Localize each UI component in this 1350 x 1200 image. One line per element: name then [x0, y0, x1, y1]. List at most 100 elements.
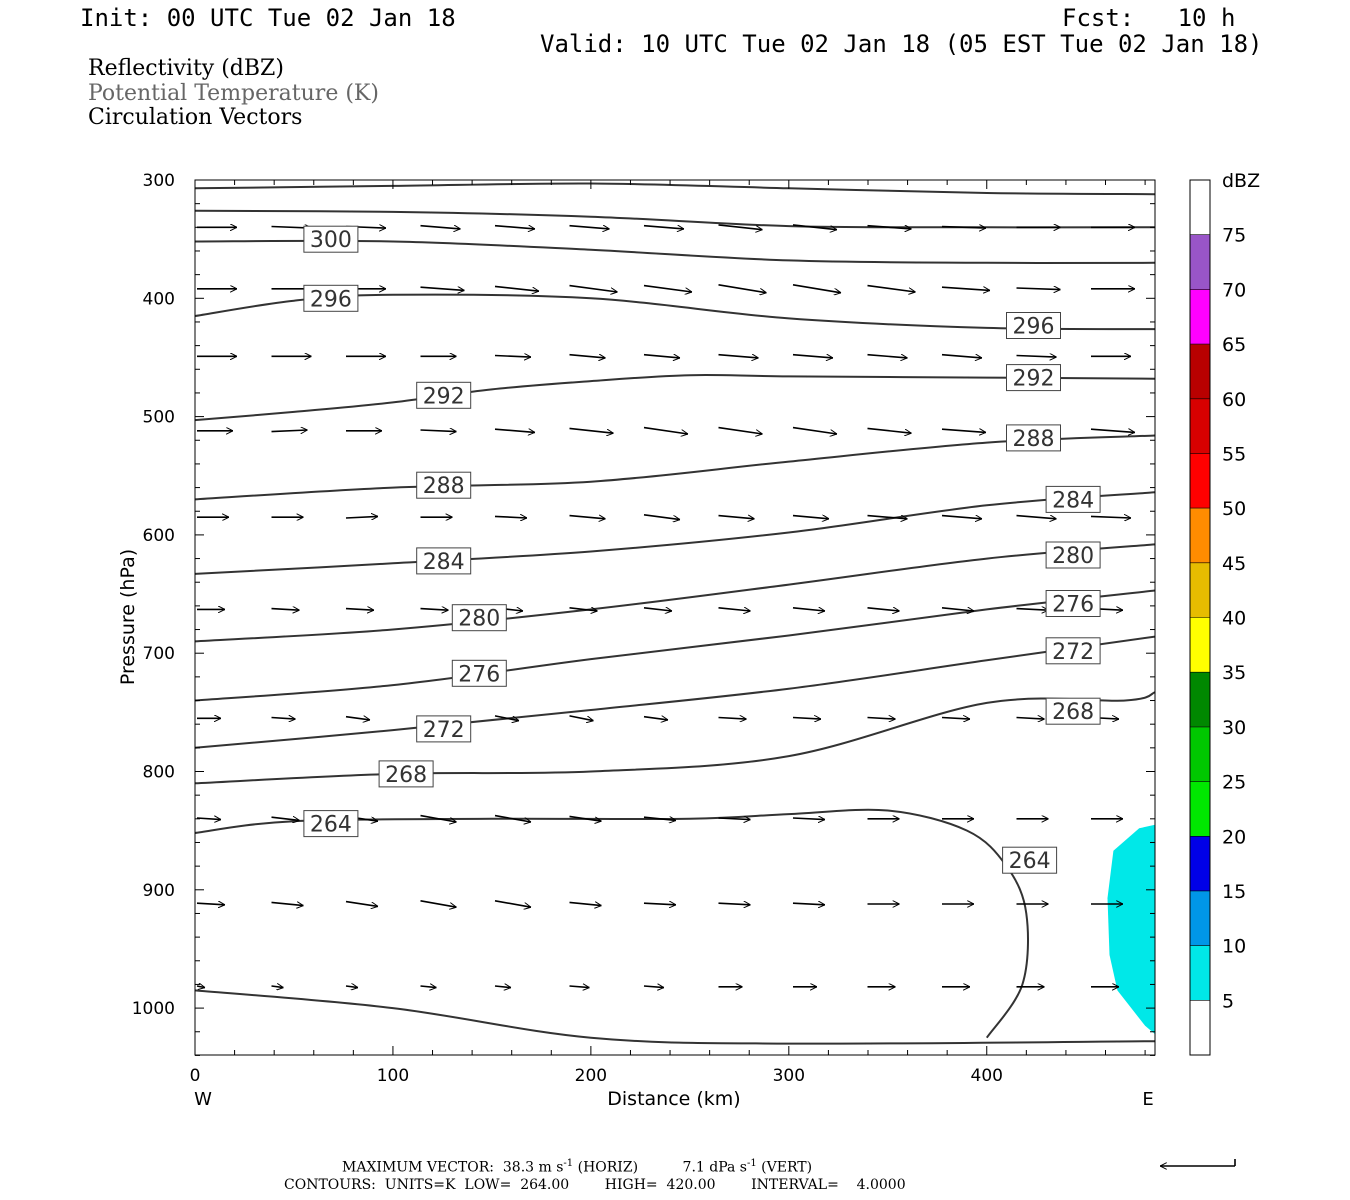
circulation-vector	[345, 986, 358, 988]
contour-label-292: 292	[416, 381, 472, 409]
circulation-vector	[420, 814, 457, 822]
circulation-vector	[271, 609, 300, 611]
circulation-vector	[643, 226, 684, 229]
colorbar-segment-25	[1190, 726, 1210, 782]
contour-label-text: 292	[423, 384, 465, 409]
circulation-vector	[867, 516, 908, 519]
theta-contour-300	[195, 239, 1155, 264]
theta-contour-288	[195, 434, 1155, 501]
circulation-vector	[941, 286, 990, 290]
colorbar-frame	[1189, 179, 1211, 1056]
max-vector-text-mid: (HORIZ) 7.1 dPa s	[573, 1159, 747, 1176]
circulation-vector	[792, 608, 825, 611]
y-tick-label: 400	[143, 289, 175, 309]
colorbar-segment-35	[1190, 617, 1210, 673]
y-tick-label: 700	[143, 644, 175, 664]
circulation-vector	[792, 224, 837, 230]
contour-label-text: 284	[1052, 488, 1094, 513]
circulation-vector	[1016, 288, 1061, 290]
contour-label-text: 272	[1052, 640, 1094, 665]
circulation-vector	[196, 986, 205, 988]
contour-label-box	[451, 659, 507, 687]
contour-label-box	[1006, 364, 1061, 392]
colorbar-segment-20	[1190, 781, 1210, 837]
y-axis-title: Pressure (hPa)	[117, 549, 139, 685]
colorbar-label: 20	[1222, 826, 1246, 848]
colorbar-label: 70	[1222, 279, 1246, 301]
contour-label-box	[416, 547, 472, 575]
x-tick-label: 300	[773, 1066, 805, 1086]
contour-label-text: 276	[1052, 593, 1094, 618]
circulation-vector	[420, 986, 437, 988]
contour-label-284: 284	[416, 547, 472, 575]
circulation-vector	[420, 287, 465, 290]
circulation-vector	[941, 516, 982, 519]
contour-label-box	[1045, 485, 1101, 513]
colorbar-segment-10	[1190, 890, 1210, 946]
contour-label-280: 280	[451, 604, 507, 632]
circulation-vector	[867, 355, 908, 358]
contour-label-box	[416, 471, 472, 499]
circulation-vector	[1166, 718, 1194, 720]
contour-label-264: 264	[1002, 846, 1058, 874]
circulation-vector	[941, 429, 986, 432]
x-tick-label: 400	[971, 1066, 1003, 1086]
circulation-vector	[643, 817, 676, 820]
contour-label-288: 288	[1006, 424, 1061, 452]
legend-reflectivity: Reflectivity (dBZ)	[88, 56, 284, 81]
contour-label-280: 280	[1045, 541, 1101, 569]
contour-label-296: 296	[303, 284, 359, 312]
circulation-vector	[271, 986, 284, 988]
circulation-vector	[420, 226, 461, 229]
circulation-vector	[569, 516, 606, 519]
circulation-vector	[643, 903, 676, 905]
colorbar-segment-65	[1190, 289, 1210, 345]
theta-contour-280	[195, 543, 1155, 643]
contour-label-296: 296	[1006, 312, 1061, 340]
horiz-unit-exponent: -1	[563, 1158, 574, 1169]
contour-info-line: CONTOURS: UNITS=K LOW= 264.00 HIGH= 420.…	[284, 1177, 906, 1193]
forecast-hour-label: Fcst: 10 h	[1062, 4, 1236, 32]
colorbar-segment-40	[1190, 562, 1210, 618]
contour-label-box	[416, 381, 472, 409]
circulation-vector	[718, 355, 759, 358]
circulation-vector	[941, 608, 974, 611]
contour-label-text: 264	[1009, 849, 1051, 874]
circulation-vector	[345, 900, 378, 907]
max-vector-line: MAXIMUM VECTOR: 38.3 m s-1 (HORIZ) 7.1 d…	[342, 1159, 812, 1175]
contour-label-text: 300	[310, 228, 352, 253]
contour-label-268: 268	[1045, 697, 1101, 725]
contour-label-text: 276	[458, 662, 500, 687]
circulation-vector	[569, 284, 618, 292]
circulation-vector	[792, 516, 829, 519]
circulation-vector	[1016, 718, 1045, 720]
circulation-vector	[1016, 609, 1049, 611]
y-tick-label: 800	[143, 763, 175, 783]
circulation-vector	[420, 609, 449, 611]
circulation-vector	[718, 718, 747, 720]
circulation-vector	[867, 226, 912, 229]
circulation-vector	[718, 516, 755, 519]
theta-contour-304	[195, 209, 1155, 229]
colorbar-segment-below-5	[1190, 1000, 1210, 1055]
circulation-vector	[792, 355, 833, 358]
contour-label-text: 292	[1013, 367, 1055, 392]
theta-contour-268	[195, 691, 1155, 785]
circulation-vector	[941, 355, 982, 358]
circulation-vector	[569, 608, 598, 611]
contour-label-box	[416, 715, 472, 743]
x-axis-title: Distance (km)	[607, 1088, 740, 1110]
contour-label-text: 272	[423, 718, 465, 743]
x-axis-west-label: W	[194, 1089, 212, 1110]
colorbar-label: 40	[1222, 608, 1246, 630]
circulation-vector	[718, 224, 763, 230]
circulation-vector	[792, 426, 837, 434]
circulation-vector	[941, 718, 970, 720]
colorbar-segment-75	[1190, 180, 1210, 235]
circulation-vector	[345, 609, 374, 611]
valid-time-label: Valid: 10 UTC Tue 02 Jan 18 (05 EST Tue …	[540, 30, 1263, 58]
contour-label-272: 272	[1045, 637, 1101, 665]
contour-label-box	[1045, 637, 1101, 665]
colorbar-label: 15	[1222, 881, 1246, 903]
colorbar-segment-45	[1190, 508, 1210, 563]
